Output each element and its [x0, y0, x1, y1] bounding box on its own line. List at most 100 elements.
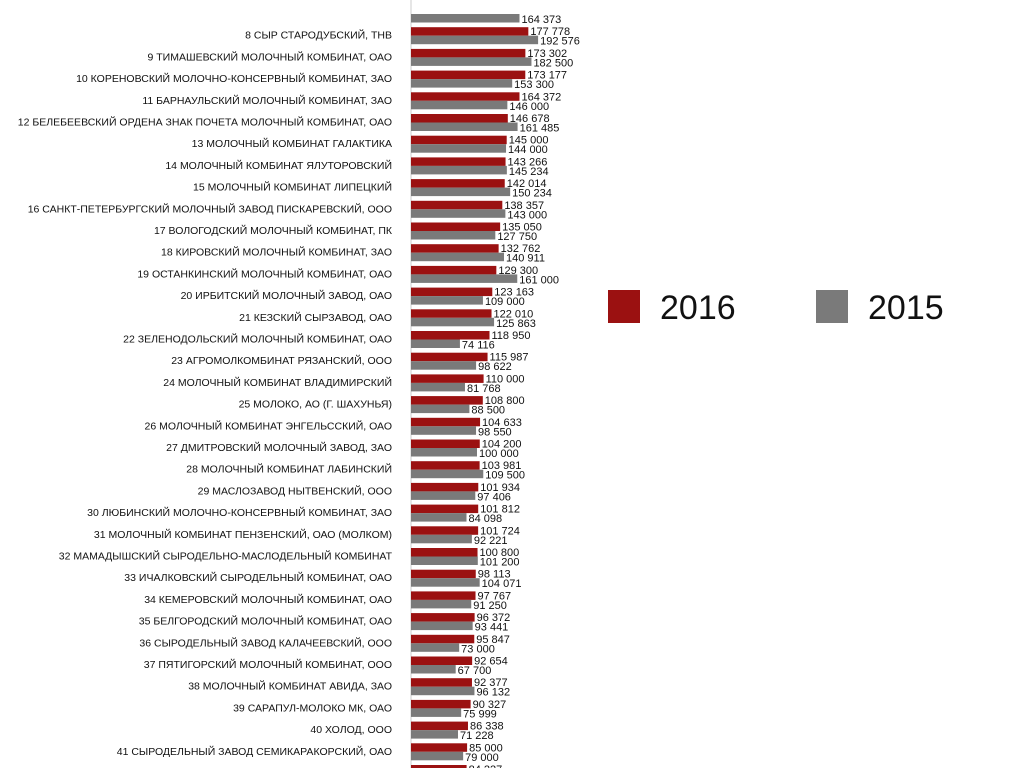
value-label-2016: 95 847: [476, 634, 510, 646]
bar-2015: [411, 404, 470, 414]
bar-rows: 164 373 8 СЫР СТАРОДУБСКИЙ, ТНВ 177 778192…: [18, 14, 580, 768]
bar-2016: [411, 765, 467, 768]
value-label-2015: 97 406: [477, 491, 511, 503]
bar-2016: [411, 331, 490, 340]
category-label: 11 БАРНАУЛЬСКИЙ МОЛОЧНЫЙ КОМБИНАТ, ЗАО: [142, 94, 392, 107]
category-label: 30 ЛЮБИНСКИЙ МОЛОЧНО-КОНСЕРВНЫЙ КОМБИНАТ…: [87, 506, 392, 519]
value-label-2016: 164 372: [521, 91, 561, 103]
bar-2016: [411, 613, 475, 622]
category-label: 27 ДМИТРОВСКИЙ МОЛОЧНЫЙ ЗАВОД, ЗАО: [166, 441, 392, 454]
category-label: 9 ТИМАШЕВСКИЙ МОЛОЧНЫЙ КОМБИНАТ, ОАО: [148, 50, 393, 63]
category-label: 19 ОСТАНКИНСКИЙ МОЛОЧНЫЙ КОМБИНАТ, ОАО: [137, 267, 392, 280]
category-label: 41 СЫРОДЕЛЬНЫЙ ЗАВОД СЕМИКАРАКОРСКИЙ, ОА…: [117, 745, 392, 758]
value-label-2015: 109 500: [485, 470, 525, 482]
value-label-2015: 143 000: [507, 209, 547, 221]
category-label: 32 МАМАДЫШСКИЙ СЫРОДЕЛЬНО-МАСЛОДЕЛЬНЫЙ К…: [59, 550, 393, 563]
bar-2015: [411, 317, 495, 327]
bar-2015: [411, 578, 480, 587]
category-label: 22 ЗЕЛЕНОДОЛЬСКИЙ МОЛОЧНЫЙ КОМБИНАТ, ОАО: [123, 333, 392, 346]
value-label-2015: 71 228: [460, 730, 494, 742]
value-label-2015: 145 234: [509, 166, 549, 178]
bar-2015: [411, 491, 476, 500]
category-label: 12 БЕЛЕБЕЕВСКИЙ ОРДЕНА ЗНАК ПОЧЕТА МОЛОЧ…: [18, 116, 392, 129]
bar-2016: [411, 244, 499, 253]
bar-2015: [411, 686, 475, 696]
bar-2015: [411, 100, 508, 110]
value-label-2015: 140 911: [506, 253, 545, 265]
bar-2015: [411, 35, 539, 45]
bar-2015: [411, 513, 467, 522]
bar-2016: [411, 461, 480, 470]
bar-2016: [411, 678, 472, 687]
bar-2015: [411, 382, 465, 392]
value-label-2016: 101 812: [480, 504, 520, 516]
legend-swatch-2016: [608, 290, 640, 323]
category-label: 10 КОРЕНОВСКИЙ МОЛОЧНО-КОНСЕРВНЫЙ КОМБИН…: [76, 72, 392, 85]
category-label: 14 МОЛОЧНЫЙ КОМБИНАТ ЯЛУТОРОВСКИЙ: [165, 159, 392, 172]
value-label-2015: 92 221: [474, 535, 508, 547]
bar-2016: [411, 743, 468, 752]
value-label-2015: 109 000: [485, 296, 525, 308]
value-label-2016: 90 327: [473, 699, 507, 711]
value-label-2016: 92 654: [474, 656, 508, 668]
bar-2016: [411, 222, 501, 231]
bar-2015: [411, 165, 507, 175]
bar-2016: [411, 656, 473, 665]
value-label-2015: 73 000: [461, 643, 495, 655]
bar-2016: [411, 265, 497, 275]
value-label-2016: 143 266: [508, 156, 548, 168]
value-label-2016: 96 372: [477, 612, 511, 624]
category-label: 15 МОЛОЧНЫЙ КОМБИНАТ ЛИПЕЦКИЙ: [193, 181, 392, 194]
value-label-2015: 67 700: [458, 665, 492, 677]
bar-2015: [411, 599, 472, 609]
value-label-2016: 173 302: [527, 48, 567, 60]
value-label-2015: 144 000: [508, 144, 548, 156]
value-label-2016: 104 633: [482, 417, 522, 429]
bar-2016: [411, 591, 476, 600]
bar-2015: [411, 14, 520, 23]
bar-2016: [411, 634, 475, 644]
category-label: 29 МАСЛОЗАВОД НЫТВЕНСКИЙ, ООО: [198, 484, 392, 497]
bar-2016: [411, 200, 503, 210]
value-label-2015: 104 071: [482, 578, 522, 590]
value-label-2015: 146 000: [509, 101, 549, 113]
value-label-2016: 110 000: [486, 373, 525, 385]
bar-2015: [411, 57, 532, 66]
value-label-2016: 104 200: [482, 439, 522, 451]
category-label: 16 САНКТ-ПЕТЕРБУРГСКИЙ МОЛОЧНЫЙ ЗАВОД ПИ…: [28, 202, 392, 215]
bar-2016: [411, 569, 476, 579]
value-label-2016: 138 357: [504, 200, 544, 212]
bar-2016: [411, 548, 478, 557]
bar-2015: [411, 426, 477, 435]
bar-2016: [411, 287, 493, 297]
bar-2015: [411, 296, 483, 305]
value-label-2015: 79 000: [465, 752, 499, 764]
value-label-2016: 123 163: [494, 287, 534, 299]
value-label-2016: 86 338: [470, 721, 504, 733]
category-label: 21 КЕЗСКИЙ СЫРЗАВОД, ОАО: [239, 311, 392, 324]
category-label: 24 МОЛОЧНЫЙ КОМБИНАТ ВЛАДИМИРСКИЙ: [163, 376, 392, 389]
value-label-2015: 127 750: [497, 231, 537, 243]
value-label-2015: 150 234: [512, 188, 552, 200]
bar-2015: [411, 209, 506, 218]
bar-2016: [411, 114, 508, 123]
value-label-2016: 97 767: [478, 590, 512, 602]
bar-2015: [411, 534, 472, 544]
category-label: 36 СЫРОДЕЛЬНЫЙ ЗАВОД КАЛАЧЕЕВСКИЙ, ООО: [139, 636, 392, 649]
bar-2016: [411, 70, 526, 80]
category-label: 20 ИРБИТСКИЙ МОЛОЧНЫЙ ЗАВОД, ОАО: [181, 289, 392, 302]
legend-label-2015: 2015: [868, 289, 944, 327]
bar-2016: [411, 179, 505, 188]
category-label: 25 МОЛОКО, АО (Г. ШАХУНЬЯ): [239, 399, 392, 411]
category-label: 23 АГРОМОЛКОМБИНАТ РЯЗАНСКИЙ, ООО: [171, 354, 392, 367]
bar-2015: [411, 751, 464, 761]
value-label-2016: 84 227: [469, 764, 503, 768]
value-label-2015: 98 622: [478, 361, 512, 373]
bar-2016: [411, 157, 506, 166]
bar-2015: [411, 361, 477, 370]
value-label-2016: 85 000: [469, 742, 503, 754]
bar-2016: [411, 27, 529, 36]
value-label-2015: 98 550: [478, 426, 512, 438]
value-label-2015: 96 132: [476, 687, 510, 699]
value-label-2016: 173 177: [527, 70, 567, 82]
